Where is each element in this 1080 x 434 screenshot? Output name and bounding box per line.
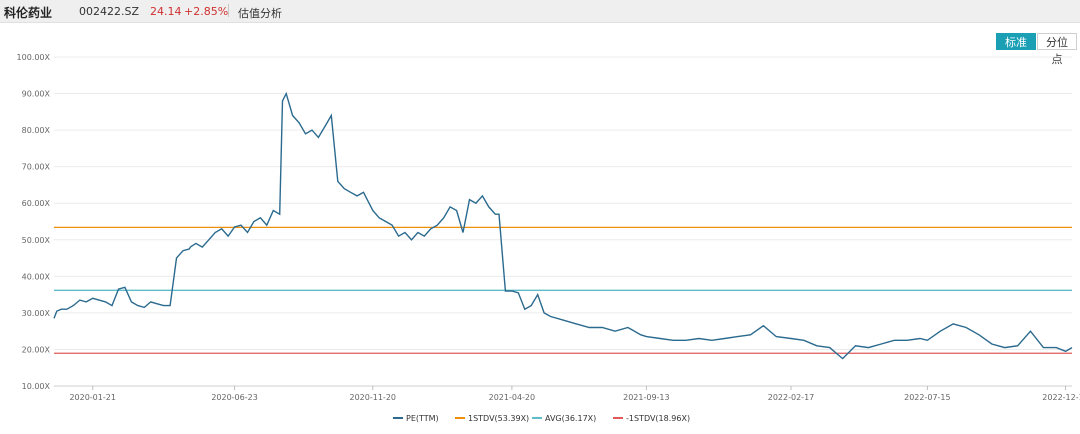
x-tick-label: 2020-11-20 xyxy=(350,393,397,402)
x-tick-label: 2022-02-17 xyxy=(768,393,815,402)
reference-lines xyxy=(54,226,1072,354)
legend-label: AVG(36.17X) xyxy=(545,414,596,423)
header-divider xyxy=(228,4,229,17)
y-tick-label: 10.00X xyxy=(22,382,51,391)
legend-label: PE(TTM) xyxy=(406,414,439,423)
x-axis-ticks: 2020-01-21 2020-06-23 2020-11-20 2021-04-20… xyxy=(69,386,1080,402)
y-tick-label: 80.00X xyxy=(22,126,51,135)
x-tick-label: 2020-01-21 xyxy=(69,393,116,402)
std-dev-toggle[interactable]: 标准差 xyxy=(996,33,1036,66)
pe-series-line xyxy=(53,91,1073,360)
y-tick-label: 40.00X xyxy=(22,272,51,281)
x-tick-label: 2022-12-12 xyxy=(1042,393,1080,402)
percentile-toggle[interactable]: 分位点 xyxy=(1037,33,1077,66)
y-tick-label: 30.00X xyxy=(22,309,51,318)
stock-price: 24.14 xyxy=(150,5,182,18)
x-tick-label: 2021-09-13 xyxy=(623,393,670,402)
company-name: 科伦药业 xyxy=(4,6,53,20)
y-tick-label: 90.00X xyxy=(22,90,51,99)
y-tick-label: 50.00X xyxy=(22,236,51,245)
x-tick-label: 2022-07-15 xyxy=(904,393,951,402)
stock-code: 002422.SZ xyxy=(79,5,140,18)
chart-legend: PE(TTM) 1STDV(53.39X) AVG(36.17X) -1STDV(18… xyxy=(393,414,690,423)
x-tick-label: 2021-04-20 xyxy=(489,393,536,402)
valuation-analysis-label[interactable]: 估值分析 xyxy=(238,7,282,20)
legend-label: 1STDV(53.39X) xyxy=(468,414,529,423)
legend-label: -1STDV(18.96X) xyxy=(626,414,690,423)
y-axis-ticks: 10.00X 20.00X 30.00X 40.00X 50.00X 60.00X 70.0… xyxy=(17,53,51,391)
y-tick-label: 100.00X xyxy=(17,53,51,62)
y-tick-label: 70.00X xyxy=(22,163,51,172)
price-change: +2.85% xyxy=(184,5,229,18)
grid-lines xyxy=(54,56,1072,387)
y-tick-label: 60.00X xyxy=(22,199,51,208)
x-tick-label: 2020-06-23 xyxy=(211,393,258,402)
header-bar: 科伦药业 002422.SZ 24.14 +2.85% 估值分析 xyxy=(0,0,1080,23)
y-tick-label: 20.00X xyxy=(22,345,51,354)
